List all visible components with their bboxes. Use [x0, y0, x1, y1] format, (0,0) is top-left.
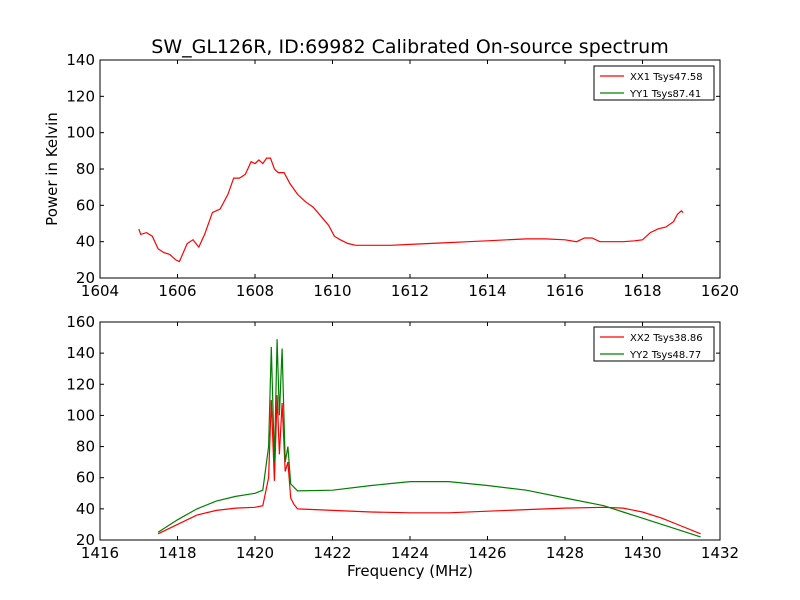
top-legend-label: XX1 Tsys47.58 [630, 72, 703, 83]
bottom-series-line-0 [157, 395, 701, 535]
top-x-tick-label: 1616 [546, 282, 584, 300]
top-x-tick-label: 1612 [391, 282, 429, 300]
bottom-y-tick-label: 100 [66, 406, 95, 424]
bottom-x-tick-label: 1432 [701, 544, 739, 562]
bottom-x-tick-label: 1420 [236, 544, 274, 562]
top-legend-box [593, 65, 715, 101]
top-x-tick-label: 1618 [623, 282, 661, 300]
bottom-x-tick-label: 1422 [313, 544, 351, 562]
top-y-axis-label: Power in Kelvin [43, 112, 61, 226]
top-x-tick-label: 1620 [701, 282, 739, 300]
top-legend-label: YY1 Tsys87.41 [629, 89, 701, 100]
bottom-x-tick-label: 1424 [391, 544, 429, 562]
bottom-x-axis-label: Frequency (MHz) [347, 562, 473, 580]
top-legend: XX1 Tsys47.58 YY1 Tsys87.41 [593, 65, 715, 101]
bottom-x-tick-label: 1418 [158, 544, 196, 562]
top-series-line-0 [138, 157, 684, 263]
top-y-tick-label: 140 [66, 51, 95, 69]
bottom-y-tick-label: 160 [66, 313, 95, 331]
bottom-plot-area: 1416 1418 1420 1422 1424 1426 1428 1430 1432 20 40… [66, 313, 739, 562]
bottom-x-tick-label: 1416 [81, 544, 119, 562]
bottom-legend: XX2 Tsys38.86 YY2 Tsys48.77 [593, 326, 715, 362]
top-y-tick-label: 60 [76, 196, 95, 214]
top-x-tick-label: 1614 [468, 282, 506, 300]
chart-title: SW_GL126R, ID:69982 Calibrated On-source… [151, 36, 668, 58]
bottom-y-tick-label: 60 [76, 469, 95, 487]
top-y-tick-label: 120 [66, 87, 95, 105]
bottom-y-tick-label: 120 [66, 375, 95, 393]
top-y-tick-label: 100 [66, 124, 95, 142]
top-x-tick-label: 1608 [236, 282, 274, 300]
top-plot-area: 1604 1606 1608 1610 1612 1614 1616 1618 1620 20 40… [66, 51, 739, 300]
bottom-series-line-1 [157, 339, 701, 538]
bottom-x-tick-label: 1430 [623, 544, 661, 562]
top-y-tick-label: 80 [76, 160, 95, 178]
bottom-y-tick-label: 80 [76, 438, 95, 456]
bottom-x-tick-label: 1426 [468, 544, 506, 562]
top-y-tick-label: 40 [76, 233, 95, 251]
bottom-y-tick-label: 40 [76, 500, 95, 518]
bottom-y-tick-label: 20 [76, 531, 95, 549]
bottom-x-tick-label: 1428 [546, 544, 584, 562]
top-x-tick-label: 1604 [81, 282, 119, 300]
top-x-tick-label: 1606 [158, 282, 196, 300]
bottom-y-tick-label: 140 [66, 344, 95, 362]
bottom-legend-label: YY2 Tsys48.77 [629, 350, 701, 361]
bottom-legend-box [593, 326, 715, 362]
bottom-legend-label: XX2 Tsys38.86 [630, 333, 703, 344]
top-x-tick-label: 1610 [313, 282, 351, 300]
top-y-tick-label: 20 [76, 269, 95, 287]
